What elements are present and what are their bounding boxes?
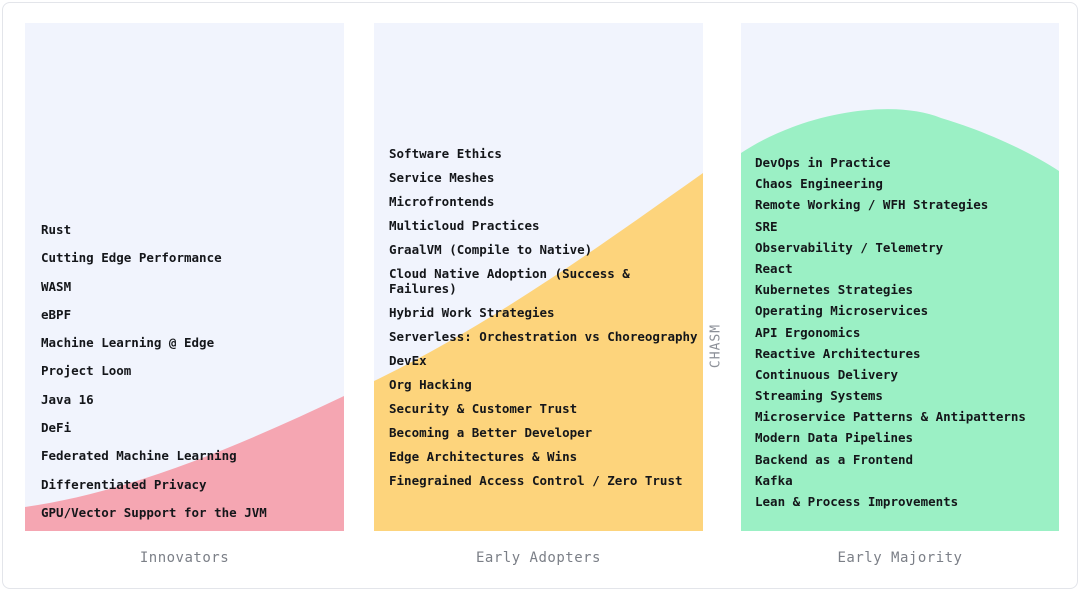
list-item: Becoming a Better Developer <box>389 425 593 440</box>
early-majority-list: DevOps in Practice Chaos Engineering Rem… <box>755 155 1055 515</box>
early-majority-panel: DevOps in Practice Chaos Engineering Rem… <box>741 23 1059 531</box>
list-item: Hybrid Work Strategies <box>389 305 555 320</box>
list-item: React <box>755 260 793 276</box>
innovators-curve <box>25 396 344 531</box>
early-majority-curve <box>741 109 1059 531</box>
list-item: Serverless: Orchestration vs Choreograph… <box>389 329 698 344</box>
list-item: Chaos Engineering <box>755 176 883 192</box>
list-item: SRE <box>755 218 778 234</box>
list-item: GPU/Vector Support for the JVM <box>41 504 267 520</box>
list-item: Microservice Patterns & Antipatterns <box>755 409 1026 425</box>
list-item: Kubernetes Strategies <box>755 282 914 298</box>
early-adopters-list: Software Ethics Service Meshes Microfron… <box>389 146 699 497</box>
list-item: Differentiated Privacy <box>41 476 207 492</box>
list-item: GraalVM (Compile to Native) <box>389 242 593 257</box>
list-item: Observability / Telemetry <box>755 239 944 255</box>
list-item: Backend as a Frontend <box>755 451 914 467</box>
list-item: Reactive Architectures <box>755 345 921 361</box>
list-item: Remote Working / WFH Strategies <box>755 197 989 213</box>
list-item: Modern Data Pipelines <box>755 430 914 446</box>
list-item: Lean & Process Improvements <box>755 494 959 509</box>
list-item: Cloud Native Adoption (Success & Failure… <box>389 266 630 296</box>
list-item: DevEx <box>389 353 427 368</box>
chasm-label: CHASM <box>708 323 724 369</box>
list-item: WASM <box>41 278 72 294</box>
list-item: Project Loom <box>41 363 132 379</box>
list-item: Machine Learning @ Edge <box>41 335 215 351</box>
innovators-panel: Rust Cutting Edge Performance WASM eBPF … <box>25 23 344 531</box>
list-item: DevOps in Practice <box>755 155 891 170</box>
list-item: DeFi <box>41 420 72 436</box>
list-item: Kafka <box>755 472 793 488</box>
list-item: eBPF <box>41 306 72 322</box>
list-item: Software Ethics <box>389 146 502 161</box>
list-item: Service Meshes <box>389 170 495 185</box>
list-item: Org Hacking <box>389 377 472 392</box>
early-adopters-label: Early Adopters <box>475 550 601 566</box>
list-item: Finegrained Access Control / Zero Trust <box>389 473 683 488</box>
list-item: Streaming Systems <box>755 388 883 404</box>
list-item: Rust <box>41 222 72 237</box>
list-item: Edge Architectures & Wins <box>389 449 578 464</box>
list-item: Security & Customer Trust <box>389 401 578 416</box>
innovators-label: Innovators <box>139 550 230 566</box>
list-item: Operating Microservices <box>755 303 929 319</box>
list-item: Federated Machine Learning <box>41 448 237 464</box>
list-item: Microfrontends <box>389 194 495 209</box>
innovators-list: Rust Cutting Edge Performance WASM eBPF … <box>41 222 331 531</box>
list-item: Cutting Edge Performance <box>41 250 222 266</box>
list-item: Continuous Delivery <box>755 366 898 382</box>
early-adopters-curve <box>374 173 703 531</box>
list-item: Multicloud Practices <box>389 218 540 233</box>
list-item: Java 16 <box>41 391 94 407</box>
list-item: API Ergonomics <box>755 324 861 340</box>
early-majority-label: Early Majority <box>837 550 963 566</box>
early-adopters-panel: Software Ethics Service Meshes Microfron… <box>374 23 703 531</box>
